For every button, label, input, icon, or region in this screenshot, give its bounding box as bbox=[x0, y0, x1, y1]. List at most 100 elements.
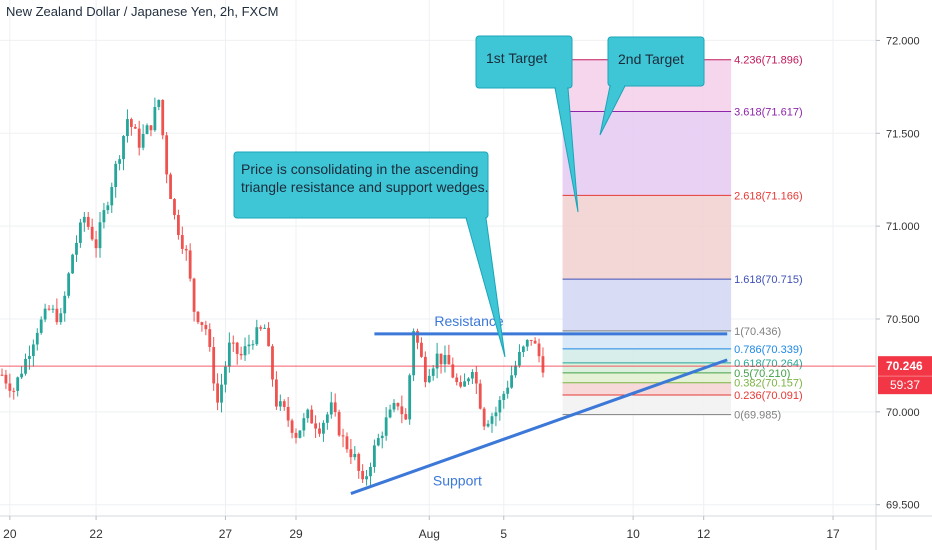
candle-body bbox=[177, 215, 180, 236]
second-target-callout[interactable]: 2nd Target bbox=[599, 36, 705, 136]
candle-body bbox=[353, 453, 357, 458]
candle-body bbox=[192, 278, 196, 312]
candle-body bbox=[392, 402, 396, 410]
candle-body bbox=[373, 445, 376, 467]
callout-joint bbox=[611, 84, 624, 87]
candle-body bbox=[173, 199, 176, 216]
candle-body bbox=[59, 313, 63, 323]
candle-body bbox=[43, 308, 47, 320]
candle-body bbox=[439, 353, 443, 365]
time-tick-label: 29 bbox=[289, 527, 303, 541]
price-tick-label: 71.500 bbox=[886, 128, 920, 140]
candle-body bbox=[502, 393, 506, 401]
candle-body bbox=[282, 401, 286, 407]
candle-body bbox=[357, 453, 361, 471]
candle-body bbox=[322, 422, 325, 434]
candle-body bbox=[196, 311, 200, 323]
candle-body bbox=[216, 383, 219, 403]
support-line[interactable] bbox=[350, 358, 728, 495]
callout-text: Price is consolidating in the ascending bbox=[241, 161, 478, 177]
candle-body bbox=[157, 99, 161, 108]
candle-body bbox=[20, 373, 23, 378]
consolidation-callout[interactable]: Price is consolidating in the ascending t… bbox=[233, 151, 506, 358]
fib-level-label: 0.618(70.264) bbox=[734, 358, 803, 370]
candle-body bbox=[474, 372, 478, 384]
fib-zone bbox=[562, 362, 732, 373]
candle-body bbox=[349, 449, 353, 458]
fib-extension[interactable]: 0(69.985) 0.236(70.091)0.382(70.157)0.5(7… bbox=[562, 55, 803, 422]
fib-zone bbox=[562, 394, 732, 415]
first-target-callout[interactable]: 1st Target bbox=[475, 35, 579, 213]
candle-body bbox=[471, 372, 474, 379]
callouts[interactable]: Price is consolidating in the ascending t… bbox=[233, 35, 705, 358]
fib-zone bbox=[562, 372, 732, 383]
fib-zone bbox=[562, 279, 732, 331]
candle-body bbox=[506, 387, 510, 394]
candle-body bbox=[220, 384, 223, 403]
fib-level-label: 0.786(70.339) bbox=[734, 344, 803, 356]
callout-box bbox=[607, 36, 705, 87]
candle-body bbox=[51, 308, 55, 310]
candle-body bbox=[86, 216, 90, 227]
candle-body bbox=[231, 342, 235, 344]
candle-body bbox=[455, 377, 459, 383]
candle-body bbox=[423, 356, 427, 383]
time-axis[interactable]: 20 22 27 29 Aug 5 10 12 17 bbox=[0, 515, 932, 541]
candle-body bbox=[208, 329, 212, 348]
candle-body bbox=[82, 216, 86, 223]
callout-text: 1st Target bbox=[486, 50, 547, 66]
candle-body bbox=[28, 356, 31, 359]
candle-body bbox=[447, 354, 451, 365]
callout-text: triangle resistance and support wedges. bbox=[241, 179, 488, 195]
candle-body bbox=[435, 353, 439, 369]
candle-body bbox=[63, 295, 67, 314]
candle-body bbox=[431, 368, 435, 376]
candle-body bbox=[275, 379, 278, 407]
candle-body bbox=[169, 174, 172, 200]
fib-zone bbox=[562, 330, 732, 349]
candle-body bbox=[212, 347, 216, 384]
candle-body bbox=[188, 250, 192, 279]
candle-body bbox=[325, 414, 329, 423]
trend-lines[interactable]: Resistance Support bbox=[0, 313, 876, 495]
fib-zone bbox=[562, 348, 732, 363]
candle-body bbox=[290, 420, 294, 433]
candle-body bbox=[537, 343, 541, 357]
candle-body bbox=[204, 325, 208, 330]
candle-body bbox=[75, 242, 78, 255]
candle-body bbox=[467, 378, 470, 382]
candle-body bbox=[404, 414, 408, 420]
candle-body bbox=[47, 308, 51, 310]
fib-level-label: 1(70.436) bbox=[734, 326, 781, 338]
time-tick-label: 10 bbox=[626, 527, 640, 541]
candle-body bbox=[224, 366, 227, 385]
candle-body bbox=[106, 205, 110, 211]
candle-body bbox=[71, 254, 74, 274]
candle-body bbox=[306, 409, 310, 419]
candle-body bbox=[98, 222, 102, 249]
candle-body bbox=[345, 436, 349, 450]
candle-body bbox=[400, 406, 404, 415]
candle-body bbox=[510, 375, 513, 388]
candle-body bbox=[443, 354, 447, 365]
candle-body bbox=[318, 428, 321, 434]
fib-level-label: 2.618(71.166) bbox=[734, 190, 803, 202]
candle-body bbox=[396, 402, 400, 407]
candle-body bbox=[310, 409, 314, 424]
time-tick-label: 12 bbox=[697, 527, 711, 541]
time-tick-label: Aug bbox=[419, 527, 440, 541]
candle-body bbox=[361, 470, 365, 480]
candle-body bbox=[55, 308, 59, 323]
candle-body bbox=[129, 119, 133, 127]
last-price-tag[interactable] bbox=[878, 356, 932, 395]
fib-level-label: 1.618(70.715) bbox=[734, 274, 803, 286]
candle-body bbox=[255, 327, 259, 345]
candle-body bbox=[149, 125, 153, 131]
candle-body bbox=[102, 210, 106, 223]
price-tick-label: 72.000 bbox=[886, 35, 920, 47]
candle-body bbox=[533, 340, 537, 344]
callout-box bbox=[475, 35, 573, 89]
price-axis[interactable]: 72.000 71.500 71.000 70.500 70.000 69.500 70.2… bbox=[875, 0, 932, 550]
candle-body bbox=[494, 412, 498, 417]
